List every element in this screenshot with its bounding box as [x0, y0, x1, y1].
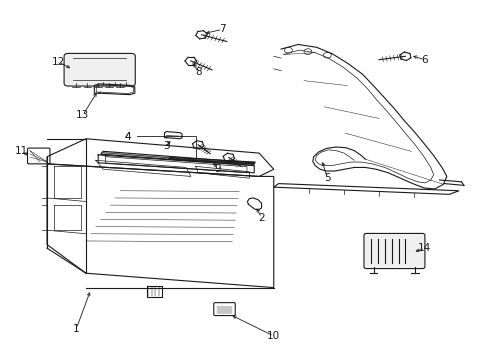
FancyBboxPatch shape: [363, 233, 424, 269]
Text: 14: 14: [417, 243, 430, 253]
Text: 2: 2: [258, 213, 264, 222]
Text: 10: 10: [266, 331, 280, 341]
Text: 8: 8: [194, 67, 201, 77]
Text: 3: 3: [163, 141, 169, 151]
Text: 9: 9: [214, 164, 221, 174]
Text: 1: 1: [73, 324, 80, 334]
FancyBboxPatch shape: [64, 53, 135, 86]
Text: 5: 5: [324, 173, 330, 183]
Polygon shape: [101, 151, 254, 165]
Text: 4: 4: [124, 132, 130, 142]
Text: 7: 7: [219, 24, 225, 35]
Text: 13: 13: [76, 111, 89, 121]
Text: 4: 4: [124, 132, 130, 142]
Text: 6: 6: [421, 55, 427, 65]
Text: 11: 11: [15, 146, 28, 156]
Text: 12: 12: [52, 57, 65, 67]
